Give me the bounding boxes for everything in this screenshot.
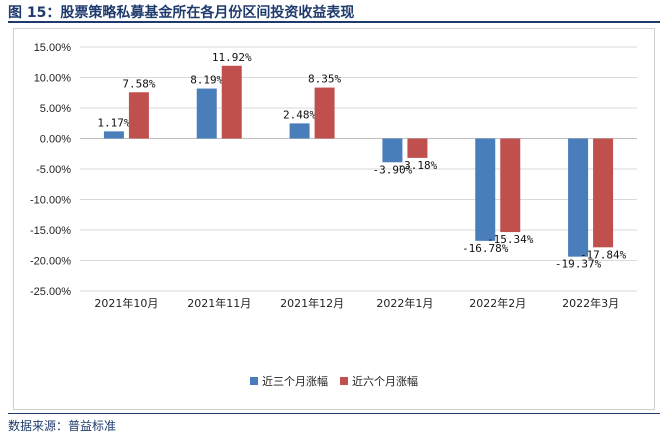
y-tick-label: 10.00% [34, 73, 72, 85]
bar [568, 138, 589, 257]
y-tick-label: -5.00% [36, 164, 71, 176]
data-label: 7.58% [122, 77, 155, 90]
data-label: 8.19% [190, 74, 223, 87]
bar [196, 88, 217, 139]
bar [314, 87, 335, 139]
y-tick-label: -15.00% [30, 225, 71, 237]
y-tick-label: 15.00% [34, 42, 72, 54]
title-rule [8, 21, 660, 23]
data-label: -17.84% [580, 248, 627, 261]
bar [593, 138, 614, 248]
x-tick-label: 2021年12月 [280, 296, 344, 310]
legend-swatch [340, 377, 348, 385]
data-label: -3.90% [373, 163, 413, 176]
data-label: -3.18% [398, 159, 438, 172]
legend-label: 近三个月涨幅 [262, 375, 328, 388]
data-label: 8.35% [308, 73, 341, 86]
legend-label: 近六个月涨幅 [352, 375, 418, 388]
x-tick-label: 2022年3月 [562, 296, 619, 310]
x-tick-label: 2021年10月 [94, 296, 158, 310]
bar [221, 65, 242, 139]
data-label: 1.17% [97, 116, 130, 129]
source-note: 数据来源：普益标准 [8, 419, 117, 433]
x-tick-label: 2022年1月 [376, 296, 433, 310]
bar [500, 138, 521, 233]
y-tick-label: -10.00% [30, 195, 71, 207]
chart-frame [13, 28, 655, 410]
bar [289, 123, 310, 139]
bar [407, 138, 428, 158]
bar [103, 131, 124, 139]
y-tick-label: -20.00% [30, 256, 71, 268]
y-tick-label: -25.00% [30, 286, 71, 298]
bar [475, 138, 496, 241]
bar [128, 92, 149, 139]
data-label: -19.37% [555, 258, 602, 271]
data-label: 11.92% [212, 51, 252, 64]
y-tick-label: 0.00% [40, 134, 71, 146]
y-tick-label: 5.00% [40, 103, 71, 115]
data-label: -16.78% [462, 242, 509, 255]
x-tick-label: 2021年11月 [187, 296, 251, 310]
data-label: 2.48% [283, 108, 316, 121]
bar [382, 138, 403, 163]
x-tick-label: 2022年2月 [469, 296, 526, 310]
data-label: -15.34% [487, 233, 534, 246]
legend-swatch [250, 377, 258, 385]
source-rule [8, 413, 660, 414]
figure-title: 图 15：股票策略私募基金所在各月份区间投资收益表现 [8, 5, 355, 21]
